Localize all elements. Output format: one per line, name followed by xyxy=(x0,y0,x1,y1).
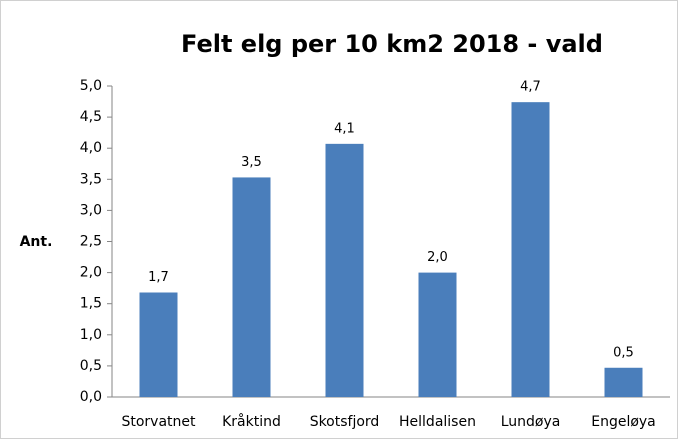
value-label: 3,5 xyxy=(241,155,262,170)
chart-title: Felt elg per 10 km2 2018 - vald xyxy=(181,30,603,58)
y-tick-label: 2,5 xyxy=(80,234,102,250)
value-label: 4,7 xyxy=(520,80,541,95)
bar xyxy=(139,292,178,397)
x-tick-label: Helldalisen xyxy=(399,414,476,430)
bar xyxy=(511,102,550,397)
y-tick-label: 3,5 xyxy=(80,171,102,187)
y-tick-label: 0,5 xyxy=(80,358,102,374)
bar xyxy=(325,143,364,397)
y-tick-label: 2,0 xyxy=(80,265,102,281)
x-tick-label: Lundøya xyxy=(501,414,561,430)
value-label: 4,1 xyxy=(334,121,355,136)
y-tick-label: 4,5 xyxy=(80,109,102,125)
value-label: 1,7 xyxy=(148,270,169,285)
x-tick-label: Engeløya xyxy=(591,414,656,430)
x-tick-label: Skotsfjord xyxy=(310,414,380,430)
y-tick-label: 0,0 xyxy=(80,389,102,405)
x-tick-label: Storvatnet xyxy=(121,414,196,430)
x-tick-label: Kråktind xyxy=(222,413,281,430)
y-tick-label: 5,0 xyxy=(80,78,102,94)
y-tick-label: 4,0 xyxy=(80,140,102,156)
bar xyxy=(418,272,457,397)
y-tick-label: 1,5 xyxy=(80,296,102,312)
value-label: 0,5 xyxy=(613,345,634,360)
bar xyxy=(232,177,271,397)
y-tick-label: 3,0 xyxy=(80,202,102,218)
bar xyxy=(604,367,643,397)
y-tick-label: 1,0 xyxy=(80,327,102,343)
value-label: 2,0 xyxy=(427,250,448,265)
y-axis-label: Ant. xyxy=(20,234,53,250)
